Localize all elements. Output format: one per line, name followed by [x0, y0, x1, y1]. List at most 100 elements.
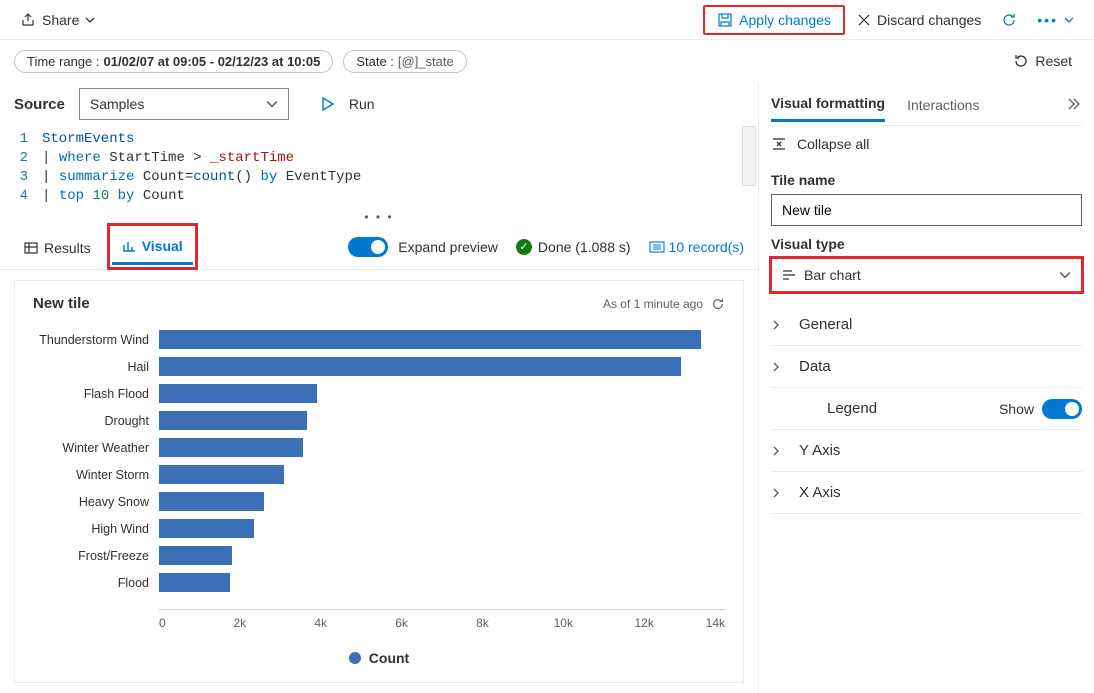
axis-tick: 6k — [361, 610, 442, 630]
source-dropdown[interactable]: Samples — [79, 88, 289, 120]
tile-title: New tile — [33, 295, 90, 312]
tab-visual-formatting[interactable]: Visual formatting — [771, 85, 885, 122]
tile-asof: As of 1 minute ago — [603, 297, 703, 311]
accordion-legend[interactable]: Legend Show — [771, 388, 1082, 430]
collapse-all-label: Collapse all — [797, 136, 869, 152]
chart-bar[interactable] — [159, 465, 284, 484]
refresh-icon — [1001, 12, 1017, 28]
chart-bar-label: Flood — [33, 576, 159, 590]
close-icon — [857, 13, 871, 27]
play-icon[interactable] — [321, 96, 335, 112]
chart-bar[interactable] — [159, 492, 264, 511]
tab-visual[interactable]: Visual — [112, 228, 193, 265]
apply-changes-button[interactable]: Apply changes — [709, 8, 839, 32]
tile-preview: New tile As of 1 minute ago Thunderstorm… — [14, 280, 744, 683]
resize-handle[interactable]: • • • — [0, 210, 758, 224]
chart-bar[interactable] — [159, 546, 232, 565]
top-toolbar: Share Apply changes Discard changes ••• — [0, 0, 1094, 40]
editor-code[interactable]: StormEvents | where StartTime > _startTi… — [42, 130, 758, 206]
axis-tick: 12k — [604, 610, 685, 630]
chart-row: Thunderstorm Wind — [33, 326, 725, 353]
editor-scrollbar[interactable] — [742, 126, 756, 186]
accordion-x-axis[interactable]: X Axis — [771, 472, 1082, 514]
more-button[interactable]: ••• — [1029, 8, 1082, 32]
tile-name-input[interactable] — [771, 194, 1082, 226]
collapse-all-button[interactable]: Collapse all — [771, 126, 1082, 162]
chart-row: Winter Storm — [33, 461, 725, 488]
chart-bar[interactable] — [159, 330, 701, 349]
visual-type-select[interactable]: Bar chart — [771, 258, 1082, 292]
chevron-down-icon — [1064, 15, 1074, 25]
chart-row: Flash Flood — [33, 380, 725, 407]
chart-bar[interactable] — [159, 384, 317, 403]
visual-tab-highlight: Visual — [107, 223, 198, 270]
axis-tick: 2k — [199, 610, 280, 630]
chart-row: Flood — [33, 569, 725, 596]
state-pill[interactable]: State : [@]_state — [343, 50, 466, 73]
ellipsis-icon: ••• — [1037, 12, 1058, 28]
discard-changes-label: Discard changes — [877, 12, 981, 28]
source-label: Source — [14, 96, 65, 113]
axis-tick: 0 — [159, 610, 199, 630]
refresh-icon[interactable] — [711, 297, 725, 311]
chart-bar-label: Winter Weather — [33, 441, 159, 455]
chevron-down-icon — [85, 15, 95, 25]
chevron-right-icon — [771, 487, 781, 499]
expand-preview-label: Expand preview — [398, 239, 498, 255]
chevron-right-icon — [771, 361, 781, 373]
chevron-right-icon — [771, 319, 781, 331]
records-link[interactable]: 10 record(s) — [649, 239, 744, 255]
expand-preview-toggle[interactable] — [348, 237, 388, 257]
query-pane: Source Samples Run 1 2 3 4 StormEvents |… — [0, 82, 759, 693]
share-icon — [20, 12, 36, 28]
chart-bar[interactable] — [159, 519, 254, 538]
chart-bar[interactable] — [159, 573, 230, 592]
time-range-prefix: Time range : — [27, 54, 100, 69]
state-prefix: State : — [356, 54, 394, 69]
collapse-icon — [771, 137, 787, 151]
reset-button[interactable]: Reset — [1005, 49, 1080, 73]
table-icon — [24, 241, 38, 255]
chart-bar-label: Heavy Snow — [33, 495, 159, 509]
legend-show-toggle[interactable] — [1042, 399, 1082, 419]
chevron-down-icon — [266, 98, 278, 110]
bar-chart-icon — [782, 268, 796, 282]
chart-bar[interactable] — [159, 438, 303, 457]
check-icon: ✓ — [516, 239, 532, 255]
discard-changes-button[interactable]: Discard changes — [849, 8, 989, 32]
chart-bar[interactable] — [159, 411, 307, 430]
query-editor[interactable]: 1 2 3 4 StormEvents | where StartTime > … — [0, 126, 758, 210]
accordion-general[interactable]: General — [771, 304, 1082, 346]
result-tabs: Results Visual Expand preview ✓ Done (1.… — [0, 224, 758, 270]
accordion-data[interactable]: Data — [771, 346, 1082, 388]
chart-row: Drought — [33, 407, 725, 434]
chart-row: Winter Weather — [33, 434, 725, 461]
time-range-value: 01/02/07 at 09:05 - 02/12/23 at 10:05 — [104, 54, 321, 69]
tab-results[interactable]: Results — [14, 230, 101, 264]
accordion-y-axis[interactable]: Y Axis — [771, 430, 1082, 472]
chart-bar-label: Winter Storm — [33, 468, 159, 482]
share-button[interactable]: Share — [12, 8, 103, 32]
chevron-right-double-icon[interactable] — [1066, 96, 1082, 112]
tab-interactions[interactable]: Interactions — [907, 87, 979, 121]
legend-show-label: Show — [999, 401, 1034, 417]
apply-changes-label: Apply changes — [739, 12, 831, 28]
run-label[interactable]: Run — [349, 96, 375, 112]
axis-tick: 10k — [523, 610, 604, 630]
axis-tick: 8k — [442, 610, 523, 630]
chart-row: Heavy Snow — [33, 488, 725, 515]
time-range-pill[interactable]: Time range : 01/02/07 at 09:05 - 02/12/2… — [14, 50, 333, 73]
visual-formatting-pane: Visual formatting Interactions Collapse … — [759, 82, 1094, 693]
chart-bar-label: Hail — [33, 360, 159, 374]
tab-visual-label: Visual — [142, 238, 183, 254]
chart-icon — [122, 239, 136, 253]
records-label: 10 record(s) — [669, 239, 744, 255]
refresh-button[interactable] — [993, 8, 1025, 32]
chart-row: High Wind — [33, 515, 725, 542]
chart-bar[interactable] — [159, 357, 681, 376]
tile-name-label: Tile name — [771, 172, 1082, 188]
chevron-right-icon — [771, 445, 781, 457]
query-status: ✓ Done (1.088 s) — [516, 239, 631, 255]
save-icon — [717, 12, 733, 28]
reset-icon — [1013, 53, 1029, 69]
